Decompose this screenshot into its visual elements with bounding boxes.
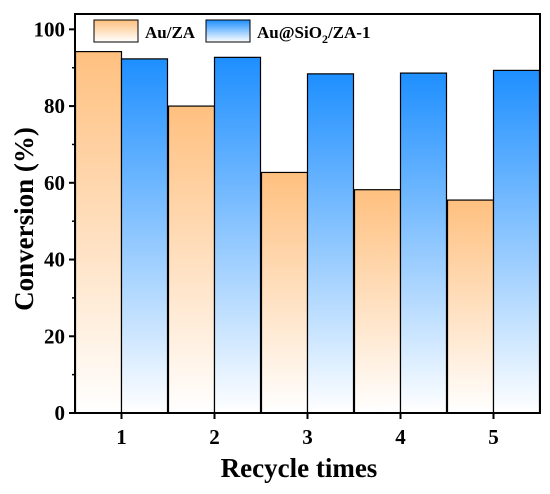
bar-au-za-2 bbox=[167, 105, 216, 414]
bar-au-sio2-za-1-3 bbox=[306, 73, 355, 414]
bar-au-sio2-za-1-4 bbox=[399, 72, 448, 414]
bar-au-za-3 bbox=[260, 171, 309, 414]
bar-au-sio2-za-1-5 bbox=[492, 69, 541, 414]
x-tick-label-1: 1 bbox=[116, 425, 127, 449]
y-tick-label-80: 80 bbox=[44, 94, 65, 118]
legend-label-tail: /ZA-1 bbox=[327, 23, 371, 42]
bar-au-sio2-za-1-1 bbox=[120, 58, 169, 414]
axes-group: 0 20 40 60 80 100 1 2 3 4 5 bbox=[34, 13, 541, 449]
legend-swatch-au-sio2-za-1 bbox=[205, 19, 251, 43]
legend-label-subscript: 2 bbox=[322, 32, 328, 46]
bar-au-sio2-za-1-2 bbox=[213, 56, 262, 414]
x-tick-label-3: 3 bbox=[302, 425, 313, 449]
y-tick-label-20: 20 bbox=[44, 324, 65, 348]
legend: Au/ZA Au@SiO2/ZA-1 bbox=[93, 19, 370, 46]
y-tick-label-40: 40 bbox=[44, 248, 65, 272]
legend-label-au-sio2-za-1: Au@SiO2/ZA-1 bbox=[257, 23, 370, 46]
legend-label-au-za: Au/ZA bbox=[145, 23, 196, 42]
legend-label-main: Au@SiO bbox=[257, 23, 322, 42]
bar-au-za-1 bbox=[74, 50, 123, 414]
x-tick-label-4: 4 bbox=[395, 425, 406, 449]
x-tick-label-5: 5 bbox=[488, 425, 499, 449]
x-axis-title: Recycle times bbox=[221, 453, 378, 483]
y-tick-label-0: 0 bbox=[55, 401, 66, 425]
x-tick-label-2: 2 bbox=[209, 425, 220, 449]
bar-au-za-5 bbox=[446, 199, 495, 414]
y-tick-label-60: 60 bbox=[44, 171, 65, 195]
bar-au-za-4 bbox=[353, 189, 402, 414]
y-tick-label-100: 100 bbox=[34, 17, 66, 41]
bars-group bbox=[74, 50, 541, 414]
legend-swatch-au-za bbox=[93, 19, 139, 43]
y-axis-title: Conversion (%) bbox=[9, 127, 39, 311]
